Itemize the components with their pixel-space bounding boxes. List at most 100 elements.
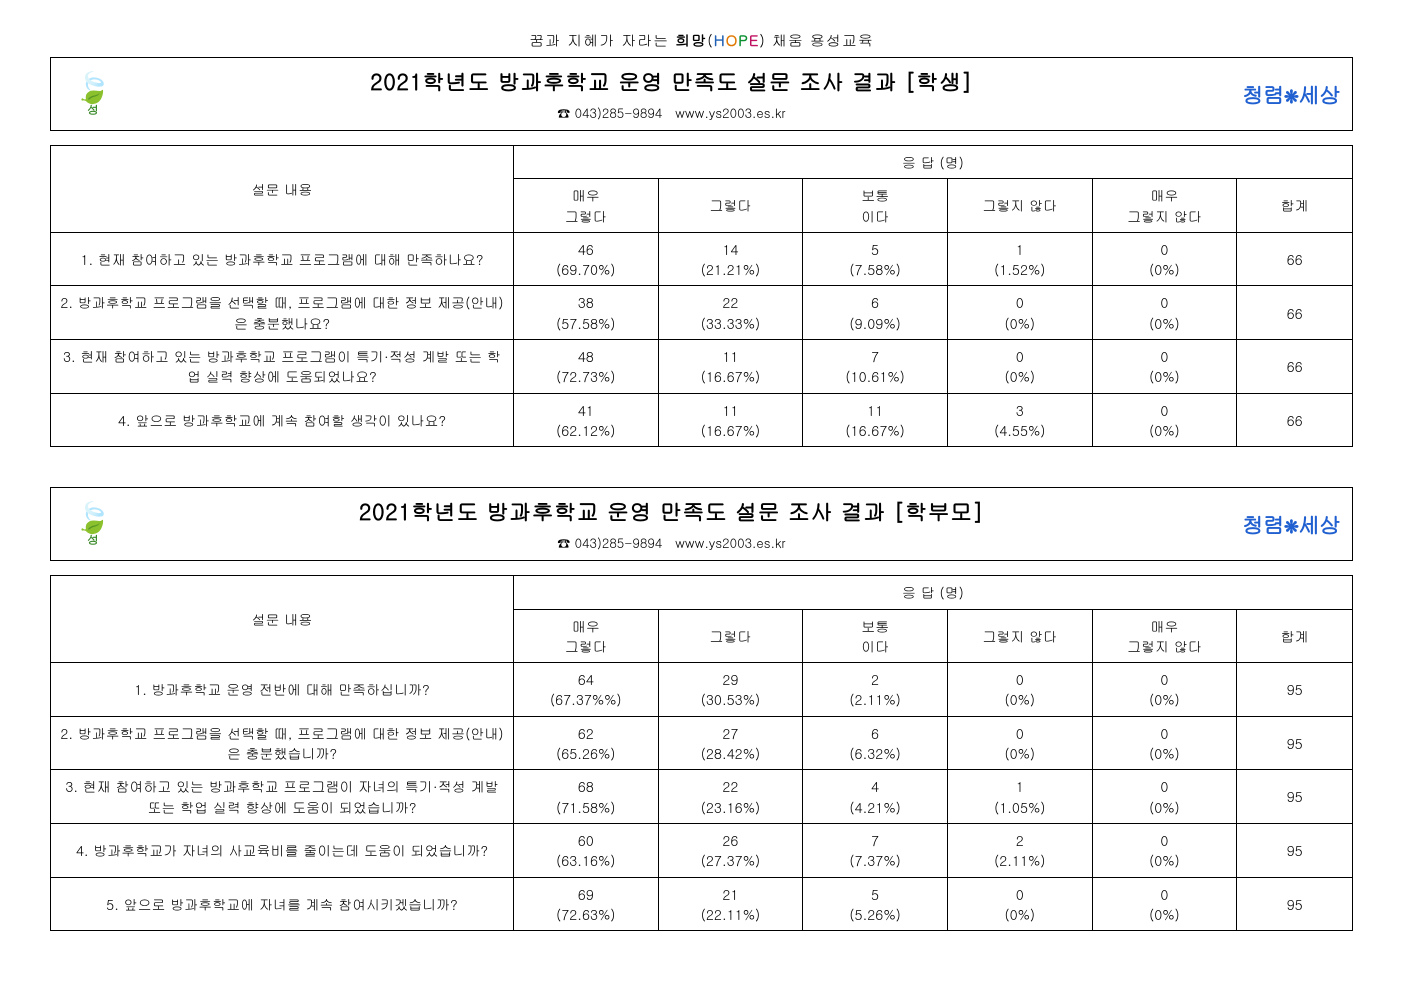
question-cell: 3. 현재 참여하고 있는 방과후학교 프로그램이 특기·적성 계발 또는 학업… [51, 340, 514, 394]
survey-table: 설문 내용응 답 (명)매우그렇다그렇다보통이다그렇지 않다매우그렇지 않다합계… [50, 145, 1353, 447]
response-value: 1 [956, 239, 1084, 259]
response-percent: (7.37%) [811, 850, 939, 870]
response-value: 27 [667, 723, 795, 743]
header-col1: 매우그렇다 [513, 179, 658, 233]
response-value: 0 [1101, 884, 1229, 904]
response-percent: (71.58%) [522, 797, 650, 817]
response-percent: (1.05%) [956, 797, 1084, 817]
response-percent: (0%) [1101, 313, 1229, 333]
table-row: 4. 앞으로 방과후학교에 계속 참여할 생각이 있나요?41(62.12%)1… [51, 393, 1353, 447]
table-row: 3. 현재 참여하고 있는 방과후학교 프로그램이 자녀의 특기·적성 계발 또… [51, 770, 1353, 824]
phone-number: 043)285-9894 [575, 103, 663, 122]
section-header: 🍃성2021학년도 방과후학교 운영 만족도 설문 조사 결과 [학생]☎ 04… [50, 57, 1353, 131]
question-cell: 2. 방과후학교 프로그램을 선택할 때, 프로그램에 대한 정보 제공(안내)… [51, 286, 514, 340]
response-value: 22 [667, 776, 795, 796]
question-cell: 3. 현재 참여하고 있는 방과후학교 프로그램이 자녀의 특기·적성 계발 또… [51, 770, 514, 824]
response-percent: (2.11%) [811, 689, 939, 709]
response-percent: (72.73%) [522, 366, 650, 386]
response-percent: (0%) [1101, 366, 1229, 386]
header-col1: 매우그렇다 [513, 609, 658, 663]
response-percent: (30.53%) [667, 689, 795, 709]
table-row: 2. 방과후학교 프로그램을 선택할 때, 프로그램에 대한 정보 제공(안내)… [51, 286, 1353, 340]
leaf-icon: 🍃 [63, 71, 123, 101]
response-value: 1 [956, 776, 1084, 796]
integrity-text1: 청렴 [1242, 509, 1284, 540]
survey-section: 🍃성2021학년도 방과후학교 운영 만족도 설문 조사 결과 [학부모]☎ 0… [50, 487, 1353, 931]
response-value: 29 [667, 669, 795, 689]
response-cell: 11(16.67%) [658, 340, 803, 394]
response-value: 4 [811, 776, 939, 796]
total-cell: 66 [1237, 286, 1353, 340]
response-cell: 1(1.05%) [947, 770, 1092, 824]
section-header: 🍃성2021학년도 방과후학교 운영 만족도 설문 조사 결과 [학부모]☎ 0… [50, 487, 1353, 561]
response-value: 5 [811, 884, 939, 904]
response-cell: 22(23.16%) [658, 770, 803, 824]
total-cell: 95 [1237, 716, 1353, 770]
response-cell: 0(0%) [947, 877, 1092, 931]
response-value: 0 [956, 292, 1084, 312]
total-cell: 95 [1237, 877, 1353, 931]
integrity-text2: 세상 [1298, 79, 1340, 110]
question-cell: 4. 방과후학교가 자녀의 사교육비를 줄이는데 도움이 되었습니까? [51, 823, 514, 877]
response-value: 0 [956, 669, 1084, 689]
response-value: 0 [1101, 669, 1229, 689]
response-percent: (4.21%) [811, 797, 939, 817]
response-cell: 38(57.58%) [513, 286, 658, 340]
response-value: 2 [956, 830, 1084, 850]
question-cell: 4. 앞으로 방과후학교에 계속 참여할 생각이 있나요? [51, 393, 514, 447]
response-cell: 46(69.70%) [513, 232, 658, 286]
response-cell: 11(16.67%) [803, 393, 948, 447]
response-percent: (67.37%%) [522, 689, 650, 709]
response-value: 60 [522, 830, 650, 850]
response-value: 68 [522, 776, 650, 796]
header-center: 2021학년도 방과후학교 운영 만족도 설문 조사 결과 [학생] ☎ 043)… [123, 66, 1220, 122]
response-value: 0 [1101, 830, 1229, 850]
contact-line: ☎ 043)285-9894 www.ys2003.es.kr [123, 533, 1220, 552]
response-cell: 0(0%) [1092, 770, 1237, 824]
response-percent: (1.52%) [956, 259, 1084, 279]
response-percent: (28.42%) [667, 743, 795, 763]
tagline-bold: 희망 [675, 30, 707, 51]
hope-h: H [714, 30, 726, 51]
total-cell: 66 [1237, 232, 1353, 286]
response-value: 0 [1101, 239, 1229, 259]
header-col5: 매우그렇지 않다 [1092, 179, 1237, 233]
header-center: 2021학년도 방과후학교 운영 만족도 설문 조사 결과 [학부모] ☎ 043… [123, 496, 1220, 552]
response-percent: (10.61%) [811, 366, 939, 386]
total-cell: 95 [1237, 663, 1353, 717]
response-percent: (33.33%) [667, 313, 795, 333]
response-percent: (0%) [956, 689, 1084, 709]
response-value: 0 [956, 346, 1084, 366]
response-value: 7 [811, 830, 939, 850]
phone-icon: ☎ [557, 103, 570, 122]
flower-icon: ❋ [1284, 84, 1298, 109]
response-cell: 3(4.55%) [947, 393, 1092, 447]
header-response-group: 응 답 (명) [513, 146, 1352, 179]
response-percent: (63.16%) [522, 850, 650, 870]
response-percent: (7.58%) [811, 259, 939, 279]
response-value: 22 [667, 292, 795, 312]
response-cell: 26(27.37%) [658, 823, 803, 877]
header-col4: 그렇지 않다 [947, 609, 1092, 663]
response-value: 0 [956, 884, 1084, 904]
hope-close: ) [759, 30, 766, 51]
table-row: 4. 방과후학교가 자녀의 사교육비를 줄이는데 도움이 되었습니까? 60(63… [51, 823, 1353, 877]
response-value: 14 [667, 239, 795, 259]
total-cell: 95 [1237, 770, 1353, 824]
hope-o: O [726, 30, 739, 51]
response-cell: 29(30.53%) [658, 663, 803, 717]
header-question: 설문 내용 [51, 576, 514, 663]
response-percent: (65.26%) [522, 743, 650, 763]
response-cell: 0(0%) [1092, 877, 1237, 931]
response-cell: 62(65.26%) [513, 716, 658, 770]
section-title: 2021학년도 방과후학교 운영 만족도 설문 조사 결과 [학부모] [123, 496, 1220, 527]
response-value: 0 [1101, 723, 1229, 743]
response-value: 48 [522, 346, 650, 366]
section-title: 2021학년도 방과후학교 운영 만족도 설문 조사 결과 [학생] [123, 66, 1220, 97]
response-value: 26 [667, 830, 795, 850]
response-cell: 0(0%) [947, 286, 1092, 340]
response-value: 11 [667, 346, 795, 366]
response-percent: (0%) [1101, 689, 1229, 709]
response-percent: (0%) [1101, 743, 1229, 763]
response-percent: (69.70%) [522, 259, 650, 279]
